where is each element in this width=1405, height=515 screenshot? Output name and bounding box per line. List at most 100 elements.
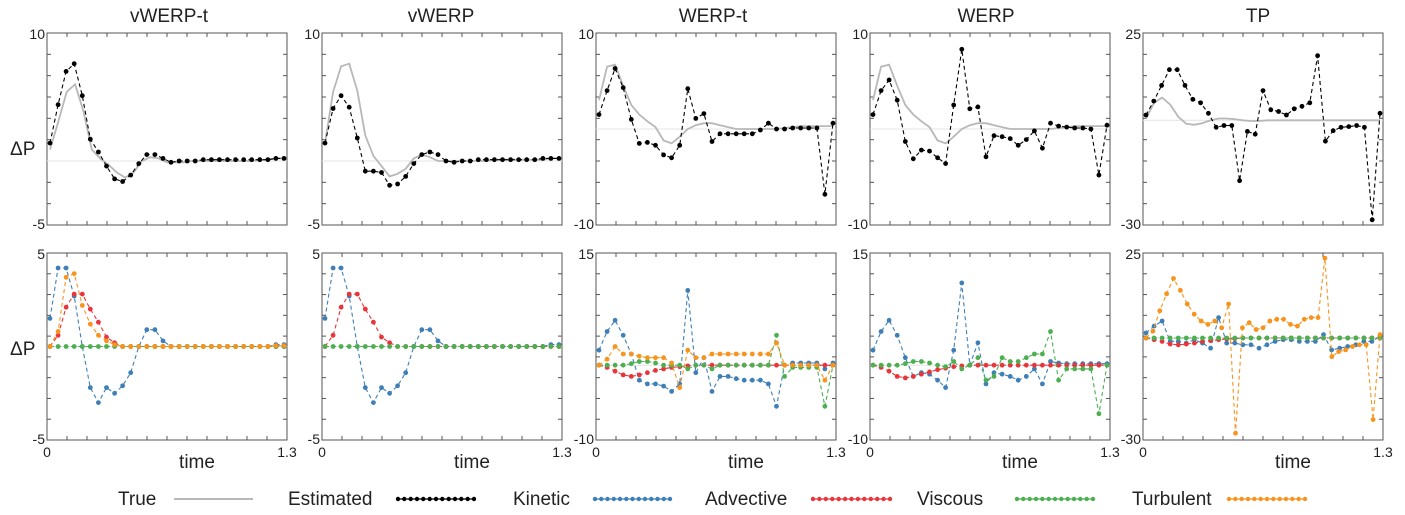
series-viscous-point: [419, 344, 425, 349]
series-viscous-point: [894, 362, 900, 368]
legend-turbulent-label: Turbulent: [1132, 489, 1212, 510]
series-estimated-point: [1032, 128, 1037, 134]
legend-advective-dot: [823, 496, 828, 502]
series-estimated-point: [338, 93, 344, 99]
series-turbulent-point: [709, 351, 715, 357]
series-viscous-point: [782, 374, 787, 379]
panel-9: 25 -300 1.3 time: [1121, 246, 1393, 473]
series-advective-point: [822, 362, 828, 368]
series-turbulent-point: [265, 344, 271, 349]
series-kinetic-point: [1272, 339, 1278, 344]
series-estimated-point: [63, 69, 69, 74]
series-turbulent-point: [1164, 291, 1169, 297]
series-kinetic-point: [1248, 342, 1254, 348]
y-tick-label-min: -30: [1121, 431, 1141, 447]
series-viscous-point: [79, 344, 85, 349]
series-turbulent-point: [160, 344, 166, 349]
panel-2: 10 -10: [574, 26, 837, 232]
legend-advective-dot: [849, 496, 854, 502]
series-estimated-point: [249, 157, 255, 163]
series-turbulent-point: [1246, 320, 1252, 326]
series-estimated-point: [1015, 142, 1021, 148]
series-turbulent-point: [1219, 325, 1225, 331]
series-turbulent-point: [749, 351, 755, 357]
series-kinetic-point: [725, 374, 731, 379]
series-turbulent-point: [136, 344, 142, 349]
y-tick-label-max: 25: [1125, 246, 1141, 262]
series-viscous-point: [766, 362, 771, 368]
series-viscous-point: [1329, 335, 1334, 341]
series-advective-point: [1023, 362, 1029, 368]
y-tick-label-max: 25: [1125, 26, 1141, 42]
series-estimated-point: [1268, 107, 1274, 113]
series-viscous-point: [902, 361, 908, 367]
series-turbulent-point: [1288, 322, 1293, 327]
series-kinetic-point: [1329, 347, 1334, 353]
series-viscous-point: [919, 359, 924, 364]
series-turbulent-point: [1184, 301, 1190, 307]
legend-estimated-label: Estimated: [288, 489, 372, 510]
series-viscous-point: [661, 362, 666, 368]
x-tick-label-end: 1.3: [277, 444, 297, 460]
legend-viscous-label: Viscous: [917, 489, 983, 510]
series-kinetic-point: [1321, 332, 1326, 337]
series-kinetic-point: [96, 400, 101, 405]
series-turbulent-point: [1301, 316, 1307, 322]
panel-titles: vWERP-t vWERP WERP-t WERP TP: [130, 6, 1270, 27]
series-kinetic-point: [120, 383, 125, 389]
series-estimated-point: [346, 104, 352, 110]
legend-turbulent-dot: [1302, 496, 1308, 502]
legend-viscous-dot: [1052, 496, 1058, 502]
series-turbulent-point: [1295, 323, 1300, 329]
series-viscous-point: [1096, 411, 1102, 417]
series-viscous-point: [1224, 335, 1230, 341]
series-estimated-point: [427, 149, 433, 155]
series-turbulent-point: [774, 340, 779, 346]
series-advective-point: [612, 368, 618, 374]
series-kinetic-point: [758, 377, 763, 383]
series-estimated-point: [701, 111, 707, 116]
series-viscous-point: [427, 344, 433, 349]
series-estimated-point: [1354, 123, 1359, 128]
series-turbulent-point: [1178, 288, 1183, 293]
series-viscous-point: [1208, 335, 1213, 341]
y-tick-label-max: 10: [304, 26, 320, 42]
series-estimated-point: [806, 125, 812, 131]
series-viscous-point: [741, 362, 747, 368]
series-kinetic-point: [596, 347, 602, 353]
legend-advective-dot: [887, 496, 893, 502]
legend-turbulent-dot: [1226, 496, 1232, 502]
y-tick-label-max: 10: [29, 26, 45, 42]
series-estimated-point: [556, 156, 562, 161]
series-estimated-point: [951, 102, 957, 108]
x-tick-label-start: 0: [592, 444, 600, 460]
series-kinetic-point: [1015, 377, 1021, 383]
series-turbulent-point: [733, 351, 739, 357]
series-kinetic-point: [1048, 359, 1053, 364]
legend-estimated-dot: [395, 496, 401, 502]
panel-3: 10 -10: [848, 26, 1111, 232]
series-kinetic-point: [403, 370, 409, 376]
series-viscous-point: [1345, 335, 1351, 341]
panel-frame: [869, 252, 1111, 441]
series-kinetic-point: [975, 340, 981, 346]
series-kinetic-point: [371, 400, 376, 405]
series-turbulent-point: [741, 351, 747, 357]
series-turbulent-point: [790, 362, 796, 368]
series-viscous-point: [1159, 335, 1165, 341]
series-viscous-point: [548, 344, 554, 349]
series-viscous-point: [1088, 366, 1094, 372]
series-estimated-point: [1007, 136, 1013, 142]
series-viscous-point: [508, 344, 513, 349]
series-estimated-point: [1080, 125, 1086, 131]
series-estimated-point: [1229, 123, 1235, 128]
series-turbulent-point: [1205, 322, 1211, 327]
series-viscous-point: [1248, 335, 1254, 341]
series-advective-point: [330, 332, 336, 338]
series-turbulent-point: [1357, 342, 1362, 348]
series-estimated-point: [1088, 126, 1094, 132]
series-viscous-point: [63, 344, 69, 349]
series-kinetic-point: [612, 317, 618, 323]
series-viscous-point: [1353, 335, 1359, 341]
legend-kinetic-dot: [667, 496, 673, 502]
